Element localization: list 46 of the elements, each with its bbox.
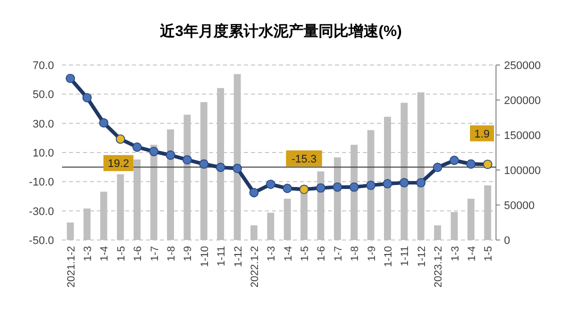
y-tick-label: -30.0 xyxy=(28,206,54,218)
x-tick-label: 1-11 xyxy=(216,246,228,266)
x-tick-label: 1-8 xyxy=(349,246,362,262)
x-tick-label: 2023.1-2 xyxy=(432,246,445,288)
data-label: -15.3 xyxy=(292,153,317,166)
y2-tick-label: 200000 xyxy=(504,95,541,107)
x-tick-label: 1-6 xyxy=(132,246,144,262)
y-tick-label: 10.0 xyxy=(32,148,54,160)
x-tick-label: 1-5 xyxy=(482,246,495,262)
x-tick-label: 1-5 xyxy=(115,246,128,262)
x-tick-label: 1-9 xyxy=(182,246,194,262)
x-tick-label: 2022.1-2 xyxy=(248,246,261,288)
y-tick-label: 30.0 xyxy=(32,118,54,130)
x-tick-label: 1-7 xyxy=(332,246,344,262)
x-tick-label: 1-11 xyxy=(399,246,412,266)
y-tick-label: -10.0 xyxy=(28,176,54,189)
x-tick-label: 1-4 xyxy=(98,246,111,262)
value-label: -15.3 xyxy=(286,150,322,166)
x-tick-label: 2021.1-2 xyxy=(65,246,78,288)
x-tick-label: 1-12 xyxy=(232,246,244,268)
data-label: 1.9 xyxy=(474,128,490,140)
value-label: 19.2 xyxy=(103,155,134,172)
value-label: 1.9 xyxy=(470,125,494,142)
x-tick-label: 1-10 xyxy=(382,246,394,268)
x-tick-label: 1-10 xyxy=(198,246,211,268)
x-tick-label: 1-12 xyxy=(416,246,428,268)
y2-tick-label: 250000 xyxy=(504,60,541,72)
y2-tick-label: 50000 xyxy=(504,200,535,212)
x-tick-label: 1-7 xyxy=(148,246,161,262)
y2-tick-label: 0 xyxy=(504,235,510,247)
y-tick-label: 70.0 xyxy=(32,60,54,72)
x-tick-label: 1-4 xyxy=(282,246,294,262)
x-tick-label: 1-6 xyxy=(316,246,328,262)
x-tick-label: 1-4 xyxy=(466,246,478,262)
x-tick-label: 1-5 xyxy=(299,246,312,262)
x-tick-label: 1-9 xyxy=(366,246,378,262)
x-tick-label: 1-3 xyxy=(266,246,278,262)
y-tick-label: -50.0 xyxy=(28,235,54,247)
title: 近3年月度累计水泥产量同比增速(%) xyxy=(160,23,402,40)
y2-tick-label: 100000 xyxy=(504,165,541,177)
y-tick-label: 50.0 xyxy=(32,89,54,102)
data-label: 19.2 xyxy=(108,158,130,170)
x-tick-label: 1-3 xyxy=(449,246,462,262)
x-tick-label: 1-8 xyxy=(166,246,178,262)
y2-tick-label: 150000 xyxy=(504,130,541,142)
x-tick-label: 1-3 xyxy=(82,246,94,262)
